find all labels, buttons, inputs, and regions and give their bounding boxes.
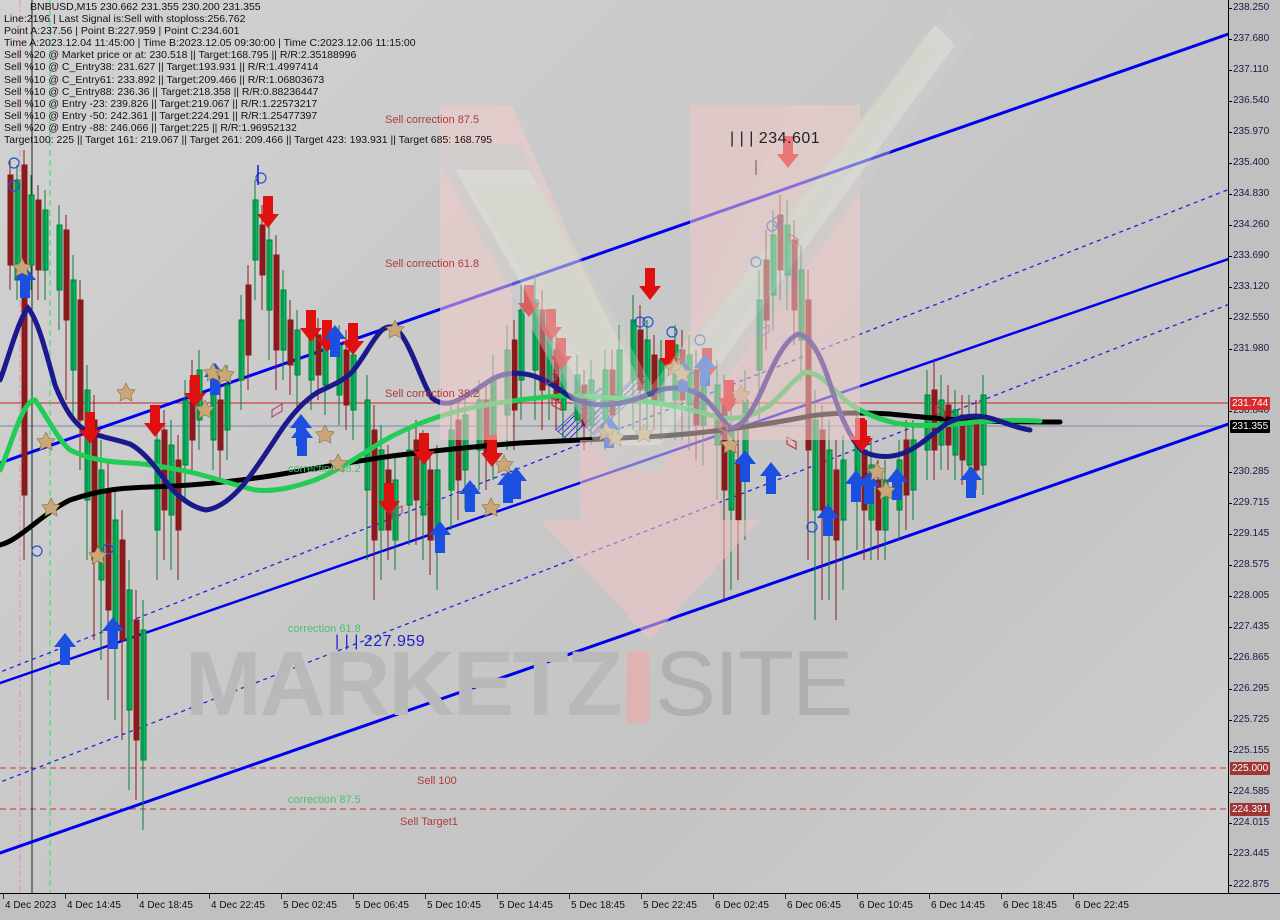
price-label-target-100: 225.000 [1230,762,1271,775]
price-tick: 228.575 [1228,559,1270,570]
annotation-correction-618: correction 61.8 [288,623,361,635]
price-tick: 230.840 [1228,405,1270,416]
price-tick: 223.445 [1228,848,1270,859]
watermark-divider-bar [626,651,649,723]
time-tick: 4 Dec 14:45 [67,900,121,911]
price-tick: 226.295 [1228,683,1270,694]
sell-arrow-markers [79,136,873,515]
price-tick: 231.980 [1228,343,1270,354]
info-line-2: Time A:2023.12.04 11:45:00 | Time B:2023… [4,37,416,50]
info-line-7: Sell %10 @ Entry -23: 239.826 || Target:… [4,97,318,110]
time-tick: 4 Dec 18:45 [139,900,193,911]
time-axis[interactable]: 4 Dec 2023 4 Dec 14:45 4 Dec 18:45 4 Dec… [0,893,1280,920]
time-tick: 6 Dec 22:45 [1075,900,1129,911]
price-tick: 222.875 [1228,879,1270,890]
price-tick: 233.690 [1228,250,1270,261]
time-tick: 6 Dec 14:45 [931,900,985,911]
chart-info-panel: BNBUSD,M15 230.662 231.355 230.200 231.3… [4,1,492,146]
info-line-4: Sell %10 @ C_Entry38: 231.627 || Target:… [4,61,319,74]
time-tick: 5 Dec 18:45 [571,900,625,911]
time-tick: 5 Dec 10:45 [427,900,481,911]
annotation-correction-382: correction 38.2 [288,463,361,475]
price-tick: 227.435 [1228,621,1270,632]
price-tick: 237.680 [1228,33,1270,44]
symbol-ohlc-line: BNBUSD,M15 230.662 231.355 230.200 231.3… [30,1,261,13]
price-tick: 234.830 [1228,188,1270,199]
annotation-sell-correction-382: Sell correction 38.2 [385,388,480,400]
price-tick: 226.865 [1228,652,1270,663]
price-tick: 224.015 [1228,817,1270,828]
annotation-sell-correction-618: Sell correction 61.8 [385,258,480,270]
price-tick: 228.005 [1228,590,1270,601]
price-tick: 237.110 [1228,64,1269,75]
price-tick: 238.250 [1228,2,1270,13]
info-line-6: Sell %10 @ C_Entry88: 236.36 || Target:2… [4,85,319,98]
price-tick: 224.585 [1228,786,1270,797]
time-tick: 5 Dec 14:45 [499,900,553,911]
time-tick: 6 Dec 02:45 [715,900,769,911]
price-axis[interactable]: 238.250 237.680 237.110 236.540 235.970 … [1228,0,1280,893]
price-marker-point-b: | | | 227.959 [335,633,426,650]
price-tick: 232.550 [1228,312,1270,323]
price-tick: 233.120 [1228,281,1270,292]
price-marker-point-c: | | | 234.601 [730,130,821,147]
price-tick: 236.540 [1228,95,1270,106]
time-tick: 5 Dec 02:45 [283,900,337,911]
time-tick: 5 Dec 22:45 [643,900,697,911]
watermark-text: MARKETZ SITE [185,638,853,730]
time-tick: 6 Dec 06:45 [787,900,841,911]
time-tick: 4 Dec 22:45 [211,900,265,911]
info-line-10: Target100: 225 || Target 161: 219.067 ||… [4,134,493,147]
price-tick: 234.260 [1228,219,1270,230]
chart-plot-area[interactable]: MARKETZ SITE [0,0,1228,893]
price-tick: 235.970 [1228,126,1270,137]
info-line-5: Sell %10 @ C_Entry61: 233.892 || Target:… [4,73,325,86]
info-line-0: Line:2196 | Last Signal is:Sell with sto… [4,13,246,26]
price-label-target-1: 224.391 [1230,803,1271,816]
watermark-suffix: SITE [654,633,853,735]
price-tick: 225.725 [1228,714,1270,725]
annotation-correction-875: correction 87.5 [288,794,361,806]
info-line-8: Sell %10 @ Entry -50: 242.361 || Target:… [4,109,318,122]
price-tick: 229.145 [1228,528,1270,539]
info-line-9: Sell %20 @ Entry -88: 246.066 || Target:… [4,121,297,134]
price-tick: 230.285 [1228,466,1270,477]
annotation-sell-target1: Sell Target1 [400,816,458,828]
watermark-brand: MARKETZ [185,633,623,735]
time-tick: 4 Dec 2023 [5,900,57,911]
price-label-last: 231.355 [1230,420,1271,433]
price-label-bid: 231.744 [1230,397,1271,410]
time-tick: 5 Dec 06:45 [355,900,409,911]
time-tick: 6 Dec 18:45 [1003,900,1057,911]
price-tick: 229.715 [1228,497,1270,508]
price-tick: 225.155 [1228,745,1270,756]
annotation-sell-100: Sell 100 [417,775,457,787]
price-tick: 235.400 [1228,157,1270,168]
info-line-3: Sell %20 @ Market price or at: 230.518 |… [4,49,357,62]
time-tick: 6 Dec 10:45 [859,900,913,911]
info-line-1: Point A:237.56 | Point B:227.959 | Point… [4,25,240,38]
